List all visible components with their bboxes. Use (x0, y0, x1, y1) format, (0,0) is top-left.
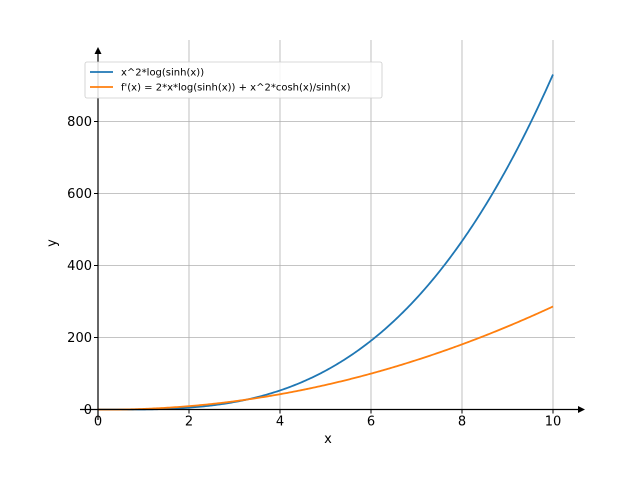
series-line-fprime (97, 305, 554, 411)
legend-label-f: x^2*log(sinh(x)) (121, 68, 204, 79)
x-tick-label: 2 (185, 415, 193, 430)
y-axis-label: y (45, 239, 60, 247)
x-gridlines (188, 40, 554, 410)
x-axis-arrow (578, 406, 585, 413)
y-gridlines (98, 121, 575, 338)
x-tick-label: 6 (367, 415, 375, 430)
y-tick-label: 600 (67, 187, 92, 202)
y-tick-label: 800 (67, 115, 92, 130)
x-tick-label: 10 (545, 415, 562, 430)
x-tick-label: 4 (276, 415, 284, 430)
y-tick-label: 400 (67, 259, 92, 274)
y-ticks: 0 200 400 600 800 (67, 115, 98, 418)
x-tick-label: 0 (94, 415, 102, 430)
legend: x^2*log(sinh(x)) f'(x) = 2*x*log(sinh(x)… (84, 61, 383, 99)
x-ticks: 0 2 4 6 8 10 (94, 409, 562, 430)
y-axis-arrow (94, 47, 102, 54)
legend-box (84, 61, 383, 99)
legend-label-fprime: f'(x) = 2*x*log(sinh(x)) + x^2*cosh(x)/s… (121, 83, 351, 94)
series-line-f (98, 74, 554, 411)
x-axis-label: x (324, 432, 332, 447)
y-tick-label: 0 (84, 403, 92, 418)
y-tick-label: 200 (67, 331, 92, 346)
x-tick-label: 8 (458, 415, 466, 430)
